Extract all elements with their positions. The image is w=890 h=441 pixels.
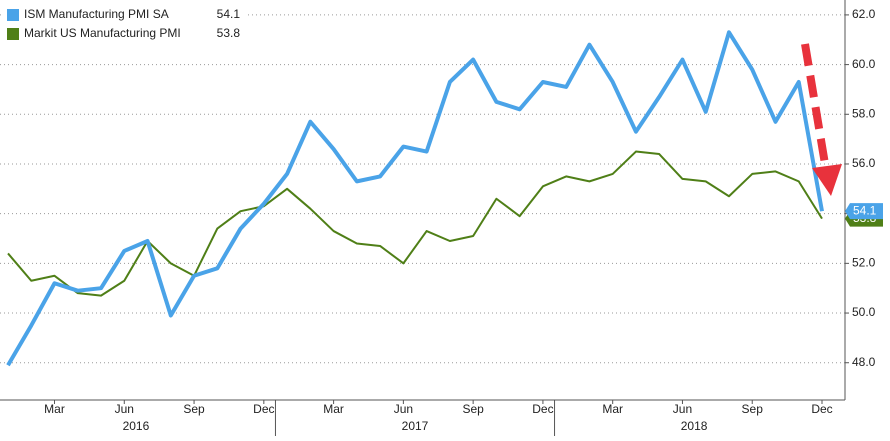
x-tick-label: Mar [602, 402, 623, 416]
x-tick-label: Dec [811, 402, 832, 416]
x-tick-label: Sep [742, 402, 764, 416]
legend-label: Markit US Manufacturing PMI [24, 26, 181, 40]
series-line [7, 150, 823, 297]
legend-value: 54.1 [217, 7, 241, 21]
value-tag [845, 203, 883, 220]
value-tag-label: 54.1 [853, 203, 877, 217]
grid [0, 14, 845, 364]
year-label: 2016 [123, 419, 150, 433]
x-tick-label: Dec [532, 402, 553, 416]
y-tick-label: 48.0 [852, 355, 876, 369]
legend-swatch [7, 28, 19, 40]
trend-arrow [801, 43, 842, 196]
y-tick-label: 60.0 [852, 57, 876, 71]
lines [6, 30, 824, 367]
y-tick-label: 50.0 [852, 305, 876, 319]
legend-label: ISM Manufacturing PMI SA [24, 7, 169, 21]
y-tick-label: 52.0 [852, 256, 876, 270]
year-label: 2017 [402, 419, 429, 433]
x-tick-label: Dec [253, 402, 274, 416]
arrow-head [812, 164, 842, 196]
legend-swatch [7, 9, 19, 21]
x-tick-label: Mar [44, 402, 65, 416]
x-tick-label: Mar [323, 402, 344, 416]
series-line [6, 30, 824, 367]
arrow-shaft [801, 43, 830, 171]
y-tick-label: 58.0 [852, 106, 876, 120]
x-tick-label: Sep [462, 402, 484, 416]
y-tick-label: 62.0 [852, 7, 876, 21]
x-tick-label: Jun [394, 402, 413, 416]
y-tick-label: 56.0 [852, 156, 876, 170]
x-tick-label: Sep [183, 402, 205, 416]
legend-box [3, 3, 246, 45]
year-label: 2018 [681, 419, 708, 433]
legend-value: 53.8 [217, 26, 241, 40]
legend: ISM Manufacturing PMI SA 54.1 Markit US Ma… [3, 3, 246, 45]
x-tick-label: Jun [673, 402, 692, 416]
x-tick-label: Jun [115, 402, 134, 416]
